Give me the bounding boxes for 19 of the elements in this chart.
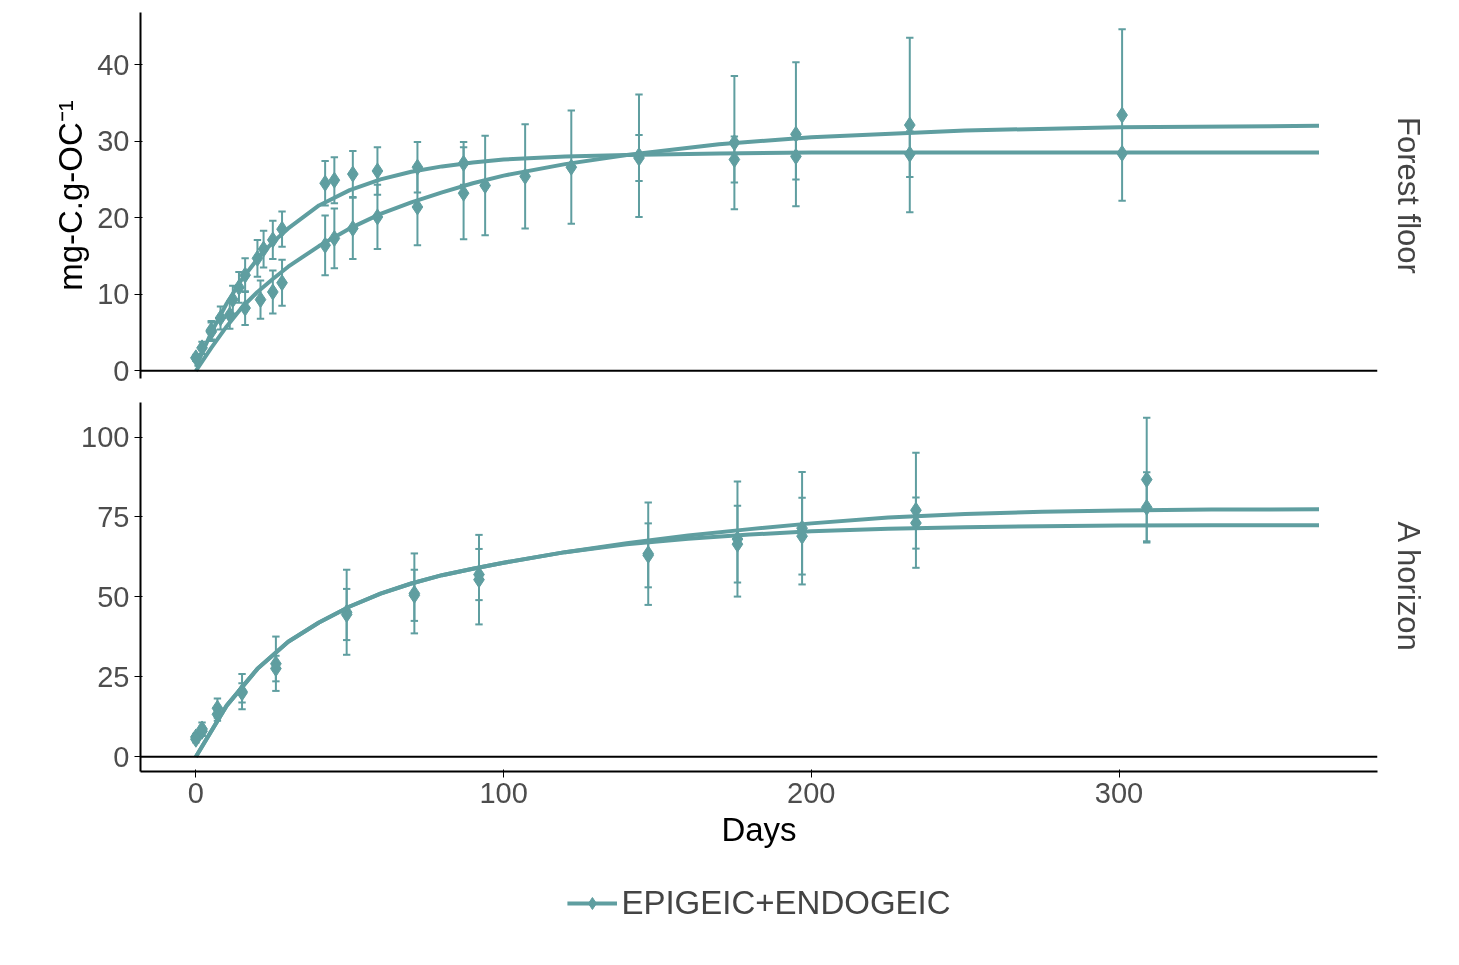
y-tick-label: 10 xyxy=(97,278,130,311)
y-tick-label: 25 xyxy=(97,660,130,693)
x-tick-label: 300 xyxy=(1094,776,1144,809)
y-tick-label: 100 xyxy=(81,421,130,454)
x-tick-label: 100 xyxy=(479,776,528,809)
y-tick-label: 30 xyxy=(97,125,130,158)
y-tick-label: 20 xyxy=(97,201,130,234)
text: A horizon xyxy=(1390,521,1426,651)
text: Forest floor xyxy=(1390,117,1426,274)
x-tick-label: 0 xyxy=(187,776,204,809)
x-axis-title: Days xyxy=(721,810,797,848)
y-tick-label: 0 xyxy=(113,740,130,773)
y-tick-label: 75 xyxy=(97,500,130,533)
y-tick-label: 50 xyxy=(97,580,130,613)
y-axis-title: mg-C.g-OC⁻¹ xyxy=(52,100,90,291)
y-tick-label: 40 xyxy=(97,48,130,81)
legend-label: EPIGEIC+ENDOGEIC xyxy=(621,883,951,922)
x-tick-label: 200 xyxy=(787,776,836,809)
y-tick-label: 0 xyxy=(113,354,130,387)
